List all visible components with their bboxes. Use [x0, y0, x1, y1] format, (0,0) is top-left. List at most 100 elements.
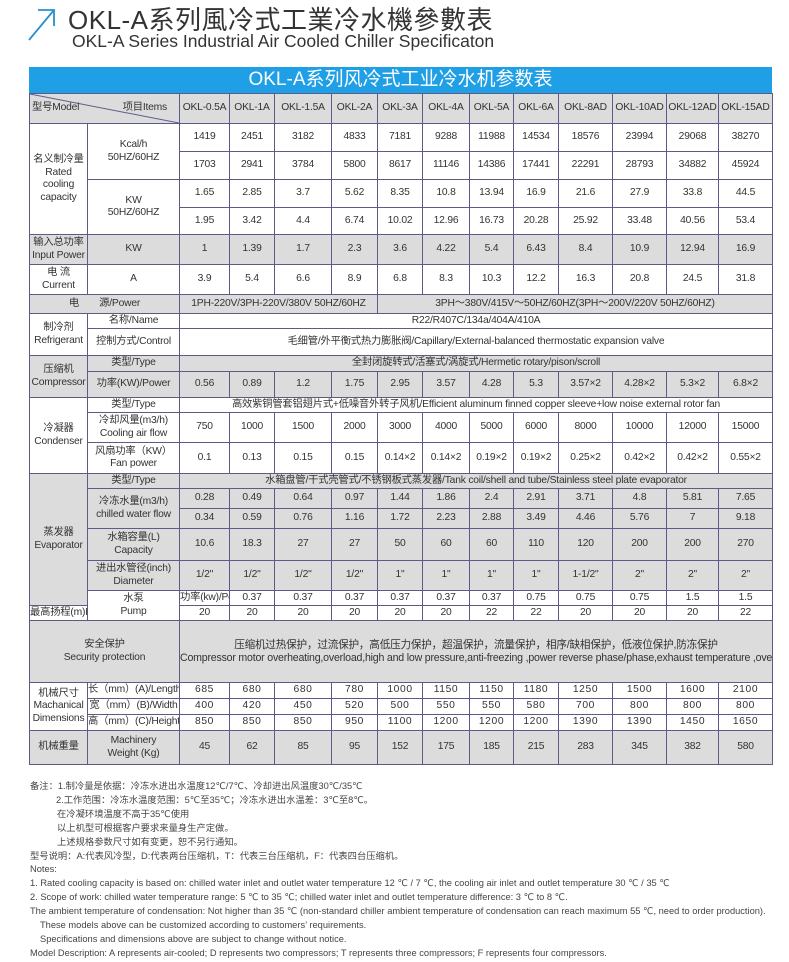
height-value: 1650	[718, 714, 773, 731]
model-header: OKL-12AD	[666, 93, 719, 124]
chilled-water-label-line-2: chilled water flow	[96, 508, 171, 520]
compressor-power-value: 0.56	[179, 371, 230, 398]
kcal-value: 38270	[718, 123, 773, 152]
airflow-value: 1500	[274, 412, 332, 443]
weight-value: 62	[229, 730, 275, 765]
width-value: 550	[422, 698, 470, 715]
chilled-water-label-line-1: 冷冻水量(m3/h)	[99, 496, 168, 507]
chilled-water-label: 冷冻水量(m3/h) chilled water flow	[87, 488, 180, 529]
refrigerant-control-value: 毛细管/外平衡式热力膨胀阀/Capillary/External-balance…	[179, 328, 773, 356]
note-cn-3: 在冷凝环境温度不高于35℃使用	[57, 808, 190, 819]
weight-value: 345	[612, 730, 667, 765]
kcal-unit: Kcal/h 50HZ/60HZ	[87, 123, 180, 180]
kcal-value: 45924	[718, 151, 773, 180]
kcal-value: 23994	[612, 123, 667, 152]
height-value: 1200	[469, 714, 514, 731]
security-text: 压缩机过热保护，过流保护，高低压力保护，超温保护，流量保护，相序/缺相保护，低液…	[179, 620, 773, 683]
airflow-value: 12000	[666, 412, 719, 443]
fan-power-label-line-2: Fan power	[110, 458, 157, 469]
length-value: 680	[229, 682, 275, 699]
kcal-unit-line-1: Kcal/h	[119, 139, 148, 150]
kw-value: 6.74	[331, 207, 378, 235]
security-text-cn: 压缩机过热保护，过流保护，高低压力保护，超温保护，流量保护，相序/缺相保护，低液…	[234, 639, 718, 651]
pump-power-value: 1.5	[718, 590, 773, 606]
kw-value: 33.8	[666, 179, 719, 208]
cooling-label: 名义制冷量 Rated cooling capacity	[29, 123, 88, 235]
chilled-water-value: 0.34	[179, 508, 230, 529]
compressor-power-value: 4.28×2	[612, 371, 667, 398]
chilled-water-value: 1.44	[377, 488, 423, 509]
pump-power-value: 0.37	[422, 590, 470, 606]
airflow-value: 4000	[422, 412, 470, 443]
kcal-value: 22291	[558, 151, 613, 180]
fan-power-value: 0.14×2	[422, 442, 470, 474]
length-value: 680	[274, 682, 332, 699]
kcal-value: 11988	[469, 123, 514, 152]
dimensions-label: 机械尺寸 Machanical Dimensions	[29, 682, 88, 731]
kw-unit-line-1: KW	[125, 194, 142, 206]
pipe-diameter-value: 1-1/2"	[558, 560, 613, 591]
pump-label: 水泵 Pump	[87, 590, 180, 621]
length-value: 2100	[718, 682, 773, 699]
width-value: 800	[666, 698, 719, 715]
length-value: 780	[331, 682, 378, 699]
compressor-power-value: 1.2	[274, 371, 332, 398]
pump-power-label: 功率(kw)/Power	[179, 590, 230, 606]
pump-lift-value: 20	[331, 605, 378, 621]
power-supply-single: 1PH-220V/3PH-220V/380V 50HZ/60HZ	[179, 294, 378, 314]
kw-value: 16.9	[513, 179, 559, 208]
height-value: 1390	[612, 714, 667, 731]
evaporator-label: 蒸发器 Evaporator	[29, 473, 88, 606]
condenser-type-label: 类型/Type	[87, 397, 180, 413]
pump-lift-value: 20	[377, 605, 423, 621]
current-value: 20.8	[612, 264, 667, 295]
width-value: 500	[377, 698, 423, 715]
dimension-height-row: 高（mm）(C)/Height 850 850 850 950 1100 1200 1200 1…	[30, 714, 773, 731]
pipe-diameter-value: 1"	[469, 560, 514, 591]
refrigerant-name-value: R22/R407C/134a/404A/410A	[179, 313, 773, 329]
refrigerant-label-line-1: 制冷剂	[43, 322, 74, 333]
note-cn-5: 上述规格参数尺寸如有变更，恕不另行通知。	[57, 836, 243, 847]
pump-power-value: 0.37	[331, 590, 378, 606]
condenser-label-line-1: 冷凝器	[43, 423, 74, 434]
input-power-value: 12.94	[666, 234, 719, 265]
current-value: 8.9	[331, 264, 378, 295]
pipe-diameter-value: 1/2"	[179, 560, 230, 591]
tank-capacity-value: 27	[274, 528, 332, 561]
pipe-diameter-value: 2"	[612, 560, 667, 591]
airflow-value: 2000	[331, 412, 378, 443]
fan-power-value: 0.1	[179, 442, 230, 474]
current-value: 16.3	[558, 264, 613, 295]
chilled-water-value: 1.16	[331, 508, 378, 529]
condenser-type-row: 冷凝器 Condenser 类型/Type 高效紫铜管套铝翅片式+低噪音外转子风机/E…	[29, 397, 773, 474]
refrigerant-control-label: 控制方式/Control	[87, 328, 180, 356]
pump-label-line-2: Pump	[120, 605, 147, 617]
kw-value: 10.8	[422, 179, 470, 208]
spec-table: 型号Model 项目Items OKL-0.5A OKL-1A OKL-1.5A OKL-…	[29, 93, 773, 765]
length-value: 685	[179, 682, 230, 699]
current-label: 电 流 Current	[29, 264, 88, 295]
fan-power-label-line-1: 风扇功率（KW）	[95, 445, 172, 457]
pipe-diameter-value: 1"	[513, 560, 559, 591]
cooling-kw-60-row: 1.95 3.42 4.4 6.74 10.02 12.96 16.73 20.28 25.92…	[30, 207, 773, 235]
note-cn-6: 型号说明：A:代表风冷型，D:代表两台压缩机，T：代表三台压缩机，F：代表四台压…	[30, 850, 404, 861]
dimension-length-row: 机械尺寸 Machanical Dimensions 长（mm）(A)/Length 6…	[29, 682, 773, 731]
table-title: OKL-A系列风冷式工业冷水机参数表	[29, 67, 772, 93]
height-value: 1100	[377, 714, 423, 731]
pipe-diameter-value: 1/2"	[331, 560, 378, 591]
model-header: OKL-8AD	[558, 93, 613, 124]
width-value: 520	[331, 698, 378, 715]
compressor-power-value: 2.95	[377, 371, 423, 398]
current-unit: A	[87, 264, 180, 295]
kw-value: 44.5	[718, 179, 773, 208]
note-cn-2: 2.工作范围：冷冻水温度范围：5℃至35℃；冷冻水进出水温差：3℃至8℃。	[56, 794, 374, 805]
width-value: 800	[718, 698, 773, 715]
refrigerant-label-line-2: Refrigerant	[34, 334, 83, 346]
kw-value: 4.4	[274, 207, 332, 235]
fan-power-value: 0.25×2	[558, 442, 613, 474]
kcal-value: 1703	[179, 151, 230, 180]
kcal-value: 14534	[513, 123, 559, 152]
input-power-value: 10.9	[612, 234, 667, 265]
chilled-water-value: 0.76	[274, 508, 332, 529]
length-value: 1250	[558, 682, 613, 699]
